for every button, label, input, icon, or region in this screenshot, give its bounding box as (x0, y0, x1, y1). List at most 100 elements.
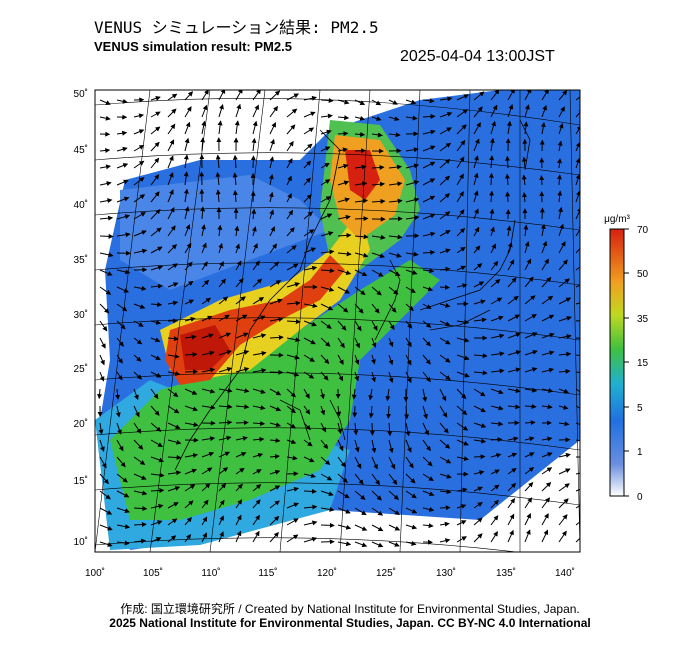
wind-vector-arrow-icon (371, 198, 386, 204)
wind-vector-arrow-icon (286, 209, 294, 220)
wind-vector-arrow-icon (473, 155, 479, 169)
wind-vector-arrow-icon (354, 131, 366, 137)
colorbar: μg/m³ 70 50 35 15 5 1 0 (604, 214, 648, 503)
wind-vector-arrow-icon (388, 132, 401, 138)
wind-vector-arrow-icon (303, 488, 317, 494)
wind-vector-arrow-icon (99, 490, 111, 500)
wind-vector-arrow-icon (558, 388, 570, 394)
wind-vector-arrow-icon (286, 263, 299, 271)
wind-vector-arrow-icon (252, 315, 266, 322)
wind-vector-arrow-icon (371, 269, 384, 277)
footer-credit: 作成: 国立環境研究所 / Created by National Instit… (120, 602, 580, 616)
wind-vector-arrow-icon (251, 208, 257, 220)
wind-vector-arrow-icon (354, 286, 366, 296)
wind-vector-arrow-icon (524, 314, 537, 322)
wind-vector-arrow-icon (115, 388, 121, 400)
wind-vector-arrow-icon (235, 452, 247, 458)
wind-vector-arrow-icon (524, 513, 531, 526)
wind-vector-arrow-icon (303, 388, 310, 399)
wind-vector-arrow-icon (235, 367, 250, 373)
wind-vector-arrow-icon (439, 127, 452, 135)
wind-vector-arrow-icon (575, 320, 580, 322)
wind-vector-arrow-icon (439, 193, 451, 203)
wind-vector-arrow-icon (490, 351, 505, 357)
wind-vector-arrow-icon (320, 129, 332, 135)
latitude-label: 15˚ (74, 475, 88, 487)
wind-vector-arrow-icon (489, 155, 495, 169)
wind-vector-arrow-icon (150, 157, 160, 169)
wind-vector-arrow-icon (303, 405, 311, 415)
wind-vector-arrow-icon (184, 224, 191, 237)
wind-vector-arrow-icon (506, 225, 512, 237)
wind-vector-arrow-icon (456, 504, 467, 509)
wind-vector-arrow-icon (541, 276, 552, 288)
wind-vector-arrow-icon (422, 249, 436, 255)
wind-vector-arrow-icon (286, 354, 300, 360)
wind-vector-arrow-icon (388, 371, 394, 384)
wind-vector-arrow-icon (337, 269, 352, 275)
wind-vector-arrow-icon (388, 456, 396, 470)
wind-vector-arrow-icon (167, 422, 181, 429)
wind-vector-arrow-icon (184, 137, 190, 152)
wind-vector-arrow-icon (167, 502, 179, 509)
wind-vector-arrow-icon (337, 490, 350, 499)
wind-vector-arrow-icon (405, 180, 420, 186)
wind-vector-arrow-icon (218, 451, 231, 458)
wind-vector-arrow-icon (439, 248, 451, 254)
wind-vector-arrow-icon (269, 261, 280, 271)
wind-vector-arrow-icon (575, 405, 580, 412)
wind-vector-arrow-icon (218, 314, 230, 322)
longitude-label: 130˚ (436, 567, 456, 579)
wind-vector-arrow-icon (99, 148, 111, 153)
wind-vector-arrow-icon (456, 388, 467, 400)
wind-vector-arrow-icon (269, 243, 277, 254)
wind-vector-arrow-icon (456, 109, 468, 118)
wind-vector-arrow-icon (320, 388, 325, 400)
wind-vector-arrow-icon (575, 371, 580, 374)
wind-vector-arrow-icon (133, 212, 146, 220)
wind-vector-arrow-icon (558, 530, 567, 543)
wind-vector-arrow-icon (150, 488, 165, 494)
wind-vector-arrow-icon (524, 367, 538, 373)
wind-vector-arrow-icon (133, 422, 142, 434)
wind-vector-arrow-icon (490, 90, 500, 101)
wind-vector-arrow-icon (556, 174, 562, 186)
wind-vector-arrow-icon (116, 422, 122, 435)
wind-vector-arrow-icon (439, 505, 451, 511)
wind-vector-arrow-icon (150, 422, 162, 432)
wind-vector-arrow-icon (167, 172, 174, 186)
wind-vector-arrow-icon (422, 506, 435, 512)
wind-vector-arrow-icon (184, 388, 198, 395)
wind-vector-arrow-icon (439, 371, 451, 381)
wind-vector-arrow-icon (558, 368, 571, 374)
wind-vector-arrow-icon (235, 404, 250, 410)
wind-vector-arrow-icon (217, 120, 223, 135)
wind-vector-arrow-icon (540, 223, 546, 237)
wind-vector-arrow-icon (456, 191, 464, 203)
wind-vector-arrow-icon (167, 486, 181, 492)
wind-vector-arrow-icon (422, 178, 436, 186)
wind-vector-arrow-icon (371, 116, 382, 121)
wind-vector-arrow-icon (439, 456, 452, 464)
wind-vector-arrow-icon (388, 303, 397, 313)
wind-vector-arrow-icon (116, 269, 131, 275)
wind-vector-arrow-icon (167, 155, 174, 169)
wind-vector-arrow-icon (473, 138, 480, 152)
wind-vector-arrow-icon (524, 276, 534, 288)
wind-vector-arrow-icon (558, 404, 569, 410)
latitude-label: 25˚ (74, 363, 88, 375)
wind-vector-arrow-icon (116, 214, 131, 220)
wind-vector-arrow-icon (422, 490, 435, 497)
wind-vector-arrow-icon (456, 371, 470, 378)
wind-vector-arrow-icon (252, 104, 259, 118)
wind-vector-arrow-icon (201, 224, 206, 237)
wind-vector-arrow-icon (337, 320, 347, 331)
wind-vector-arrow-icon (422, 439, 431, 452)
wind-vector-arrow-icon (167, 518, 178, 526)
wind-vector-arrow-icon (405, 320, 413, 329)
wind-vector-arrow-icon (286, 422, 297, 429)
wind-vector-arrow-icon (439, 422, 449, 434)
wind-vector-arrow-icon (507, 498, 516, 509)
wind-vector-arrow-icon (303, 111, 316, 118)
